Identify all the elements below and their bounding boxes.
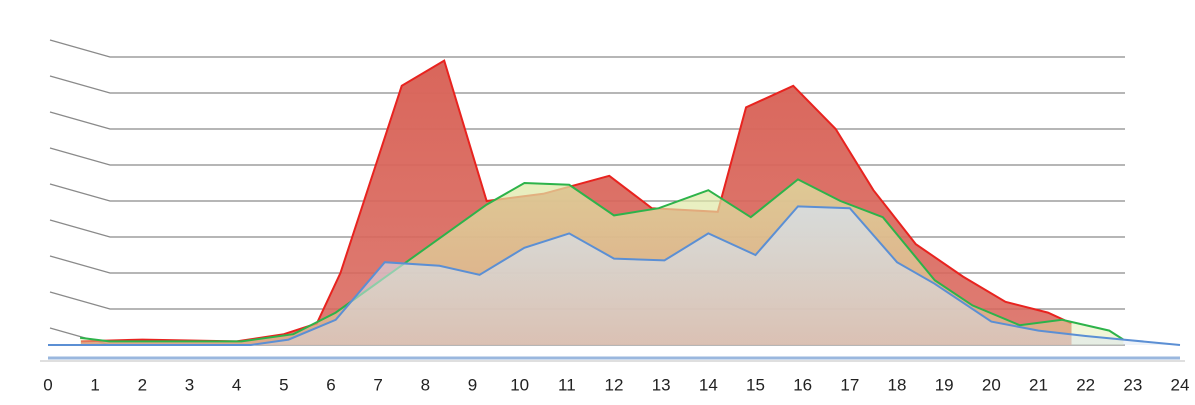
area-line bbox=[79, 178, 1124, 343]
x-tick-label: 8 bbox=[421, 375, 430, 394]
x-tick-label: 6 bbox=[326, 375, 335, 394]
x-tick-label: 9 bbox=[468, 375, 477, 394]
x-tick-label: 24 bbox=[1171, 375, 1190, 394]
x-tick-label: 0 bbox=[43, 375, 52, 394]
x-tick-label: 5 bbox=[279, 375, 288, 394]
x-tick-label: 22 bbox=[1076, 375, 1095, 394]
grid-line bbox=[49, 147, 1125, 166]
x-tick-label: 17 bbox=[840, 375, 859, 394]
x-tick-label: 21 bbox=[1029, 375, 1048, 394]
x-tick-label: 16 bbox=[793, 375, 812, 394]
grid-line bbox=[49, 75, 1125, 94]
x-tick-label: 2 bbox=[138, 375, 147, 394]
x-tick-label: 19 bbox=[935, 375, 954, 394]
grid-line bbox=[49, 39, 1125, 58]
area-line bbox=[48, 205, 1181, 346]
x-tick-label: 18 bbox=[888, 375, 907, 394]
x-tick-label: 12 bbox=[605, 375, 624, 394]
x-tick-label: 13 bbox=[652, 375, 671, 394]
area-line bbox=[80, 59, 1072, 343]
x-tick-label: 14 bbox=[699, 375, 718, 394]
x-tick-label: 10 bbox=[510, 375, 529, 394]
x-tick-label: 4 bbox=[232, 375, 241, 394]
x-tick-label: 1 bbox=[90, 375, 99, 394]
x-tick-label: 15 bbox=[746, 375, 765, 394]
x-tick-label: 23 bbox=[1123, 375, 1142, 394]
area-fill bbox=[48, 206, 1180, 345]
x-tick-label: 3 bbox=[185, 375, 194, 394]
grid-line bbox=[49, 111, 1125, 130]
x-tick-label: 11 bbox=[558, 375, 576, 394]
x-tick-label: 20 bbox=[982, 375, 1001, 394]
x-tick-label: 7 bbox=[373, 375, 382, 394]
